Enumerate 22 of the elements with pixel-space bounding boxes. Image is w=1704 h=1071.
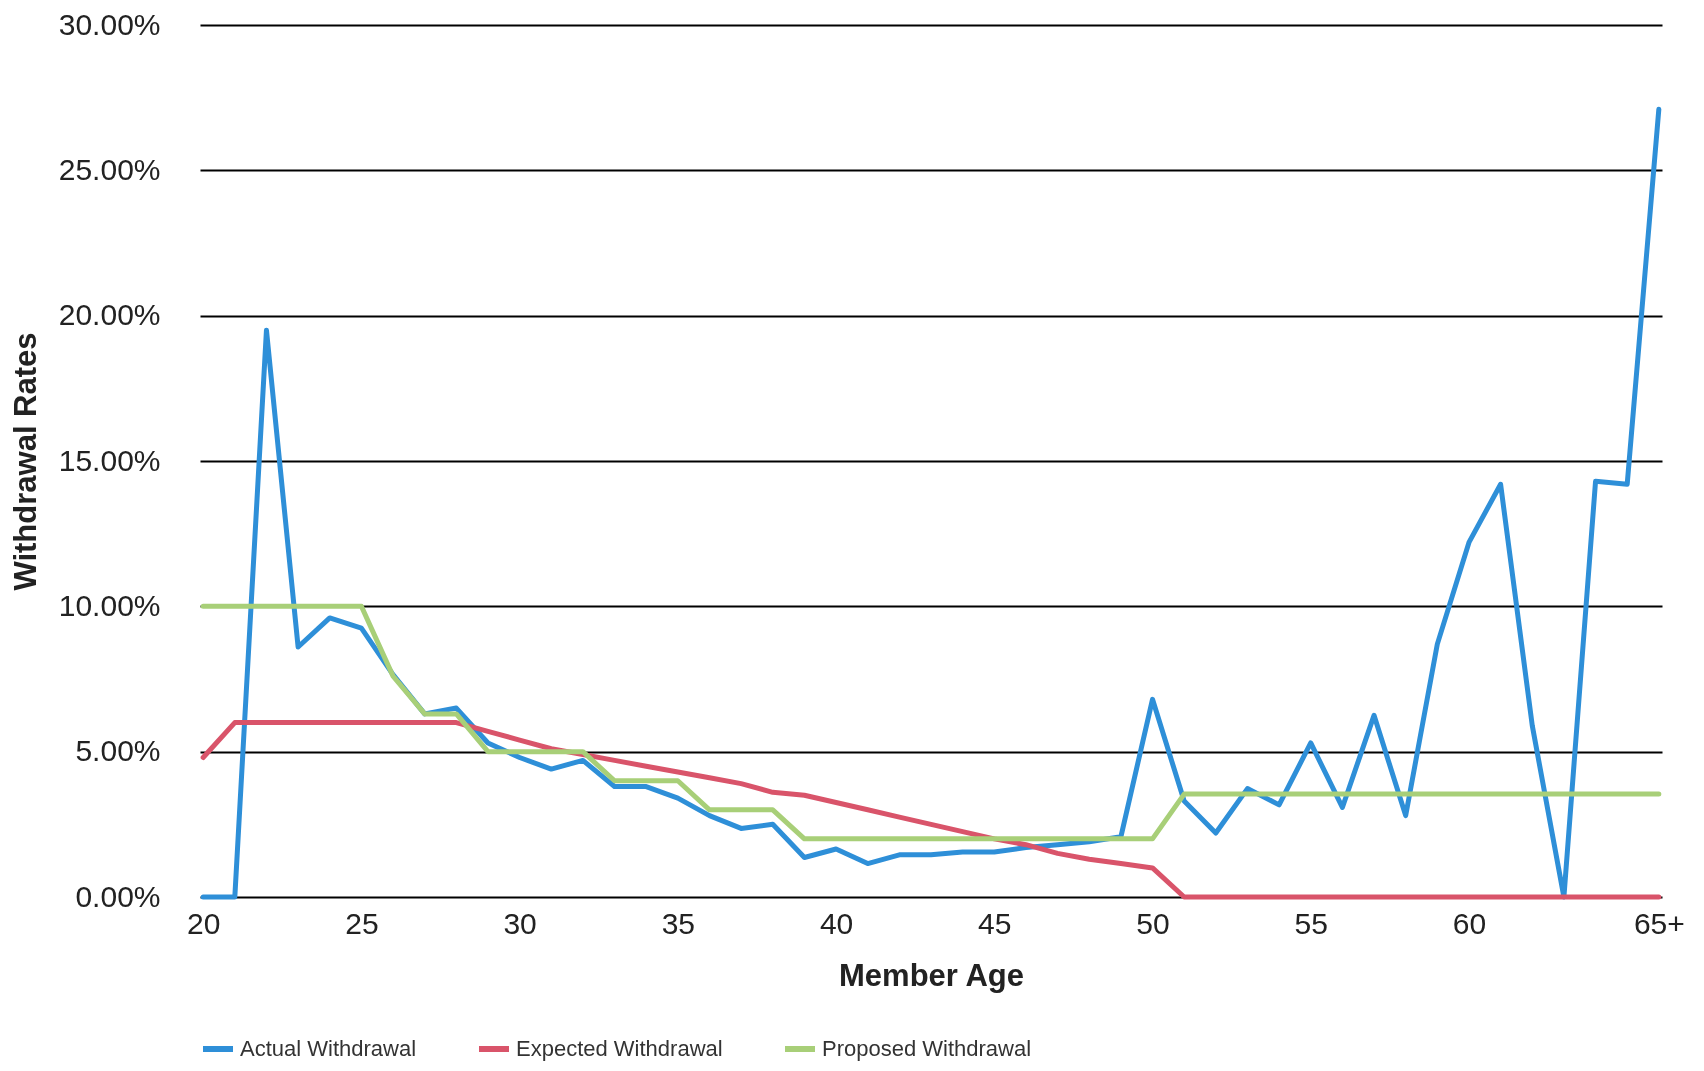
- x-tick-label: 60: [1452, 906, 1487, 940]
- x-axis-title: Member Age: [839, 957, 1024, 993]
- x-tick-label: 40: [819, 906, 854, 940]
- y-tick-label: 0.00%: [75, 879, 161, 913]
- x-tick-label: 50: [1136, 906, 1170, 940]
- legend-label: Actual Withdrawal: [240, 1036, 417, 1061]
- legend-label: Expected Withdrawal: [516, 1036, 723, 1061]
- x-tick-label: 65+: [1633, 906, 1685, 940]
- y-tick-label: 10.00%: [58, 588, 161, 622]
- x-tick-label: 45: [978, 906, 1012, 940]
- legend-label: Proposed Withdrawal: [822, 1036, 1032, 1061]
- y-tick-label: 25.00%: [58, 152, 161, 186]
- x-tick-label: 30: [503, 906, 537, 940]
- x-tick-label: 25: [345, 906, 379, 940]
- y-tick-label: 30.00%: [58, 7, 161, 41]
- x-tick-label: 55: [1294, 906, 1328, 940]
- y-tick-label: 15.00%: [58, 443, 161, 477]
- x-tick-label: 20: [186, 906, 221, 940]
- y-tick-label: 5.00%: [75, 734, 161, 768]
- y-tick-label: 20.00%: [58, 298, 161, 332]
- x-tick-label: 35: [661, 906, 696, 940]
- y-axis-title: Withdrawal Rates: [7, 332, 43, 591]
